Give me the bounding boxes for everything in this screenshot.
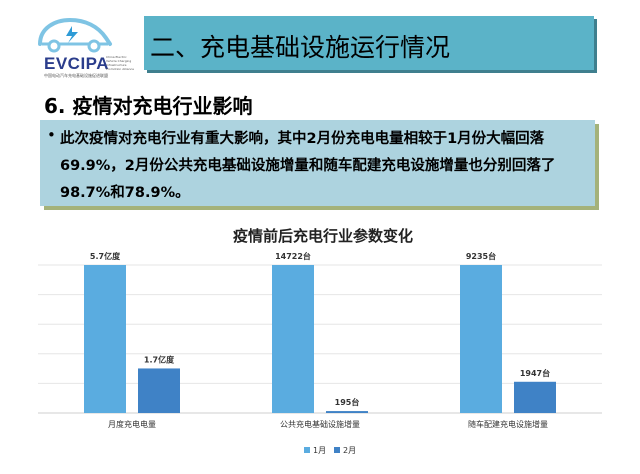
logo: EVCIPA China Electric Vehicle Charging I… [10, 8, 134, 78]
bar-feb [514, 381, 556, 413]
section-title: 6. 疫情对充电行业影响 [44, 94, 253, 118]
header-band: 二、充电基础设施运行情况 [144, 16, 594, 70]
chart-svg: 疫情前后充电行业参数变化 5.7亿度 1.7亿度 14722台 195台 9235台 19… [38, 227, 602, 455]
chart-title: 疫情前后充电行业参数变化 [233, 227, 413, 245]
logo-english: China Electric Vehicle Charging Infrastr… [106, 55, 135, 71]
data-label: 9235台 [466, 251, 496, 261]
chart: 疫情前后充电行业参数变化 5.7亿度 1.7亿度 14722台 195台 9235台 19… [0, 215, 640, 470]
bullet: • [47, 126, 56, 144]
bar-jan [84, 265, 126, 413]
bar-jan [272, 265, 314, 413]
category-label: 公共充电基础设施增量 [280, 419, 360, 429]
data-label: 195台 [335, 397, 360, 407]
page-title: 二、充电基础设施运行情况 [150, 33, 451, 62]
note-text: 此次疫情对充电行业有重大影响，其中2月份充电电量相较于1月份大幅回落69.9%，… [60, 131, 556, 201]
legend-label: 2月 [343, 446, 356, 455]
data-label: 5.7亿度 [90, 251, 121, 261]
data-label: 1.7亿度 [144, 354, 175, 364]
bar-jan [460, 265, 502, 413]
data-label: 14722台 [275, 251, 311, 261]
data-label: 1947台 [520, 368, 550, 378]
legend-label: 1月 [313, 446, 326, 455]
logo-subtitle: 中国电动汽车充电基础设施促进联盟 [44, 73, 108, 78]
bar-feb [326, 411, 368, 413]
category-label: 月度充电电量 [108, 419, 156, 429]
logo-text: EVCIPA [44, 54, 110, 73]
car-plug-icon [38, 17, 112, 53]
bar-feb [138, 368, 180, 413]
note-box: • 此次疫情对充电行业有重大影响，其中2月份充电电量相较于1月份大幅回落69.9… [40, 120, 595, 206]
legend-swatch [334, 447, 340, 453]
category-label: 随车配建充电设施增量 [468, 419, 548, 429]
legend-swatch [304, 447, 310, 453]
